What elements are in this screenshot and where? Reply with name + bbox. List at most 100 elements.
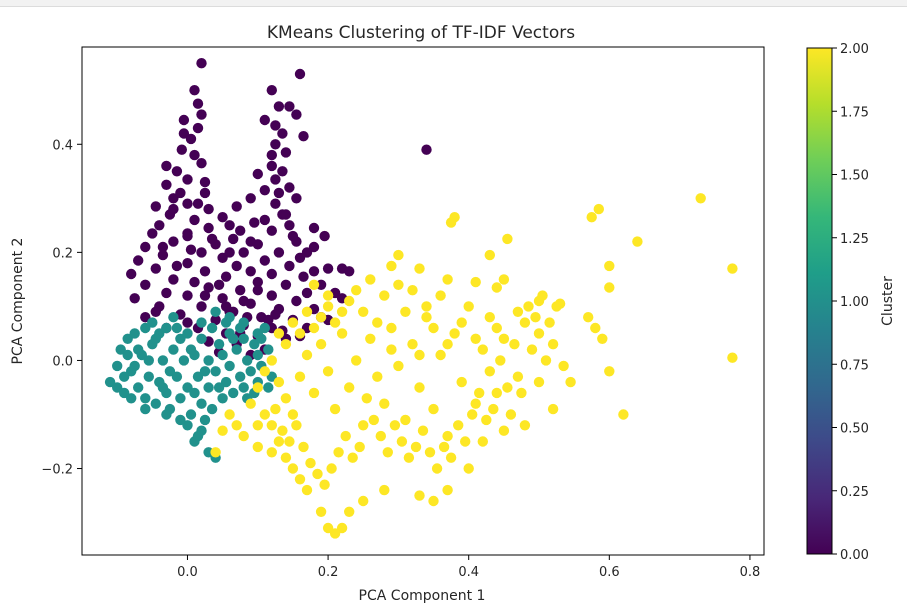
point-cluster-1 <box>140 393 151 404</box>
point-cluster-2 <box>252 382 263 393</box>
point-cluster-1 <box>199 414 211 426</box>
point-cluster-2 <box>604 282 615 293</box>
point-cluster-1 <box>126 393 137 404</box>
point-cluster-0 <box>319 230 330 242</box>
point-cluster-1 <box>206 322 218 334</box>
point-cluster-0 <box>270 120 281 131</box>
point-cluster-1 <box>203 382 214 393</box>
point-cluster-2 <box>308 322 320 334</box>
x-tick-label: 0.6 <box>599 565 620 580</box>
point-cluster-0 <box>199 176 211 188</box>
point-cluster-2 <box>474 387 485 399</box>
point-cluster-0 <box>171 260 183 272</box>
point-cluster-1 <box>259 322 270 334</box>
point-cluster-1 <box>242 355 253 366</box>
point-cluster-0 <box>277 166 288 177</box>
point-cluster-1 <box>182 328 193 339</box>
point-cluster-2 <box>516 387 527 399</box>
point-cluster-1 <box>157 382 169 393</box>
point-cluster-1 <box>178 355 190 366</box>
point-cluster-0 <box>231 201 242 212</box>
point-cluster-1 <box>220 376 232 388</box>
point-cluster-2 <box>449 328 460 339</box>
point-cluster-2 <box>727 263 738 274</box>
point-cluster-1 <box>119 371 130 382</box>
point-cluster-2 <box>505 409 517 420</box>
point-cluster-2 <box>537 290 548 301</box>
point-cluster-1 <box>129 360 140 372</box>
point-cluster-1 <box>112 360 123 372</box>
point-cluster-0 <box>266 149 277 161</box>
point-cluster-2 <box>315 506 327 517</box>
point-cluster-2 <box>386 260 397 272</box>
point-cluster-0 <box>266 268 277 280</box>
point-cluster-1 <box>161 322 172 334</box>
point-cluster-2 <box>361 393 372 404</box>
point-cluster-0 <box>301 247 313 258</box>
point-cluster-1 <box>196 317 207 328</box>
point-cluster-0 <box>245 236 256 247</box>
point-cluster-2 <box>277 425 288 436</box>
x-tick-label: 0.4 <box>458 565 479 580</box>
point-cluster-2 <box>301 349 313 361</box>
point-cluster-0 <box>298 131 309 142</box>
point-cluster-1 <box>220 317 232 328</box>
point-cluster-1 <box>157 355 169 366</box>
point-cluster-2 <box>351 355 362 366</box>
point-cluster-2 <box>259 409 270 420</box>
x-axis-label: PCA Component 1 <box>359 588 486 604</box>
point-cluster-2 <box>301 484 313 496</box>
point-cluster-2 <box>322 301 334 312</box>
point-cluster-0 <box>228 233 239 245</box>
point-cluster-0 <box>308 222 320 234</box>
point-cluster-2 <box>438 441 450 453</box>
point-cluster-0 <box>196 58 207 69</box>
point-cluster-2 <box>389 420 401 431</box>
point-cluster-0 <box>277 128 288 139</box>
point-cluster-2 <box>336 522 348 534</box>
point-cluster-0 <box>176 144 187 155</box>
point-cluster-0 <box>217 293 228 304</box>
point-cluster-2 <box>424 447 436 458</box>
colorbar-tick-label: 1.00 <box>840 295 869 310</box>
point-cluster-0 <box>220 271 232 282</box>
point-cluster-2 <box>315 339 327 350</box>
point-cluster-2 <box>273 436 285 447</box>
point-cluster-2 <box>298 441 309 453</box>
point-cluster-1 <box>263 382 274 393</box>
point-cluster-2 <box>347 452 358 463</box>
point-cluster-2 <box>245 398 256 409</box>
point-cluster-0 <box>182 290 193 301</box>
y-axis-label: PCA Component 2 <box>10 238 26 365</box>
point-cluster-0 <box>182 258 193 269</box>
point-cluster-0 <box>217 212 228 223</box>
point-cluster-1 <box>203 355 214 366</box>
point-cluster-2 <box>456 317 467 328</box>
point-cluster-1 <box>175 333 186 344</box>
point-cluster-1 <box>185 344 197 355</box>
point-cluster-2 <box>280 393 292 404</box>
point-cluster-1 <box>175 414 186 426</box>
point-cluster-2 <box>351 285 362 296</box>
point-cluster-1 <box>238 382 249 393</box>
point-cluster-1 <box>199 366 211 377</box>
point-cluster-1 <box>213 382 225 393</box>
point-cluster-0 <box>291 193 302 204</box>
point-cluster-2 <box>329 528 341 539</box>
point-cluster-2 <box>266 447 277 458</box>
point-cluster-0 <box>224 247 235 258</box>
point-cluster-2 <box>456 376 467 388</box>
point-cluster-1 <box>119 387 130 399</box>
point-cluster-1 <box>249 339 260 350</box>
point-cluster-2 <box>266 420 277 431</box>
point-cluster-2 <box>540 355 552 366</box>
point-cluster-2 <box>393 360 404 372</box>
point-cluster-1 <box>147 317 158 328</box>
point-cluster-2 <box>379 290 390 301</box>
point-cluster-1 <box>238 333 249 344</box>
point-cluster-0 <box>284 101 295 112</box>
point-cluster-0 <box>266 85 277 96</box>
point-cluster-1 <box>245 366 256 377</box>
point-cluster-2 <box>301 306 313 317</box>
point-cluster-1 <box>235 371 246 382</box>
